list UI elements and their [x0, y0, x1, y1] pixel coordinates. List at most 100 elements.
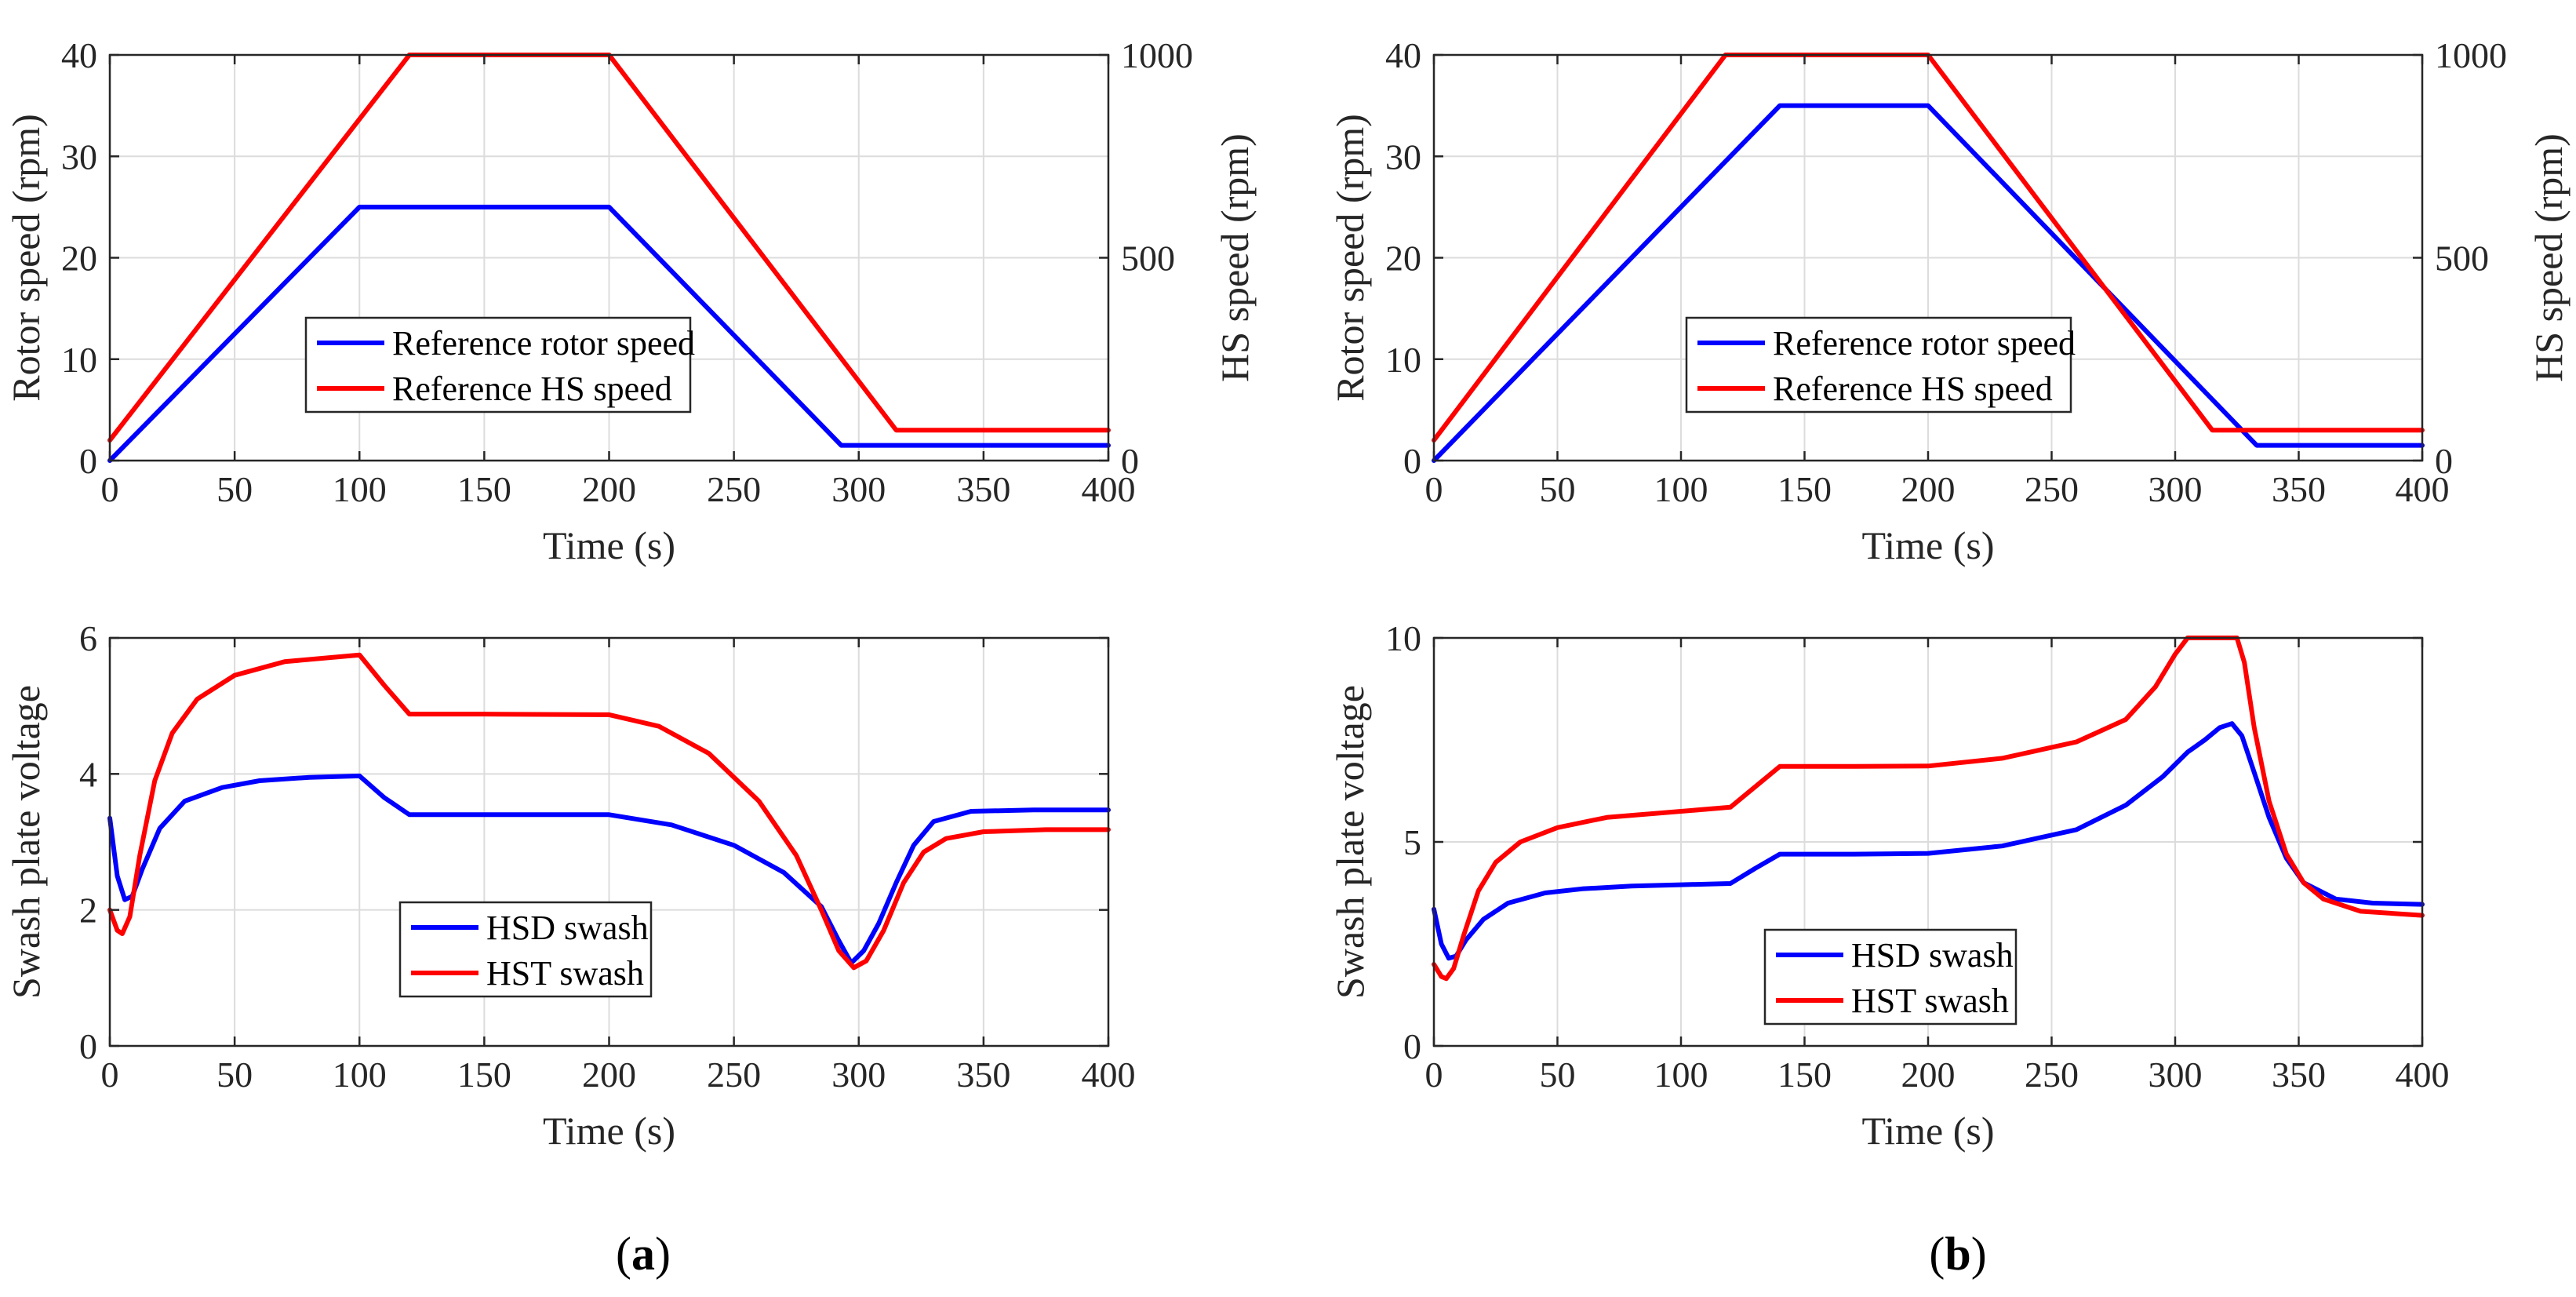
y-axis-label-right: HS speed (rpm) [2527, 133, 2571, 382]
x-tick-label: 300 [831, 469, 886, 509]
series-reference-rotor-speed [1432, 103, 2425, 463]
legend-box [1685, 316, 2072, 414]
legend-box [304, 316, 692, 414]
x-tick-label: 50 [216, 1055, 253, 1095]
legend-label: Reference rotor speed [1773, 324, 2076, 363]
panel-letter-a: a [631, 1228, 655, 1280]
y-tick-label: 4 [79, 754, 97, 794]
y-tick-label: 0 [79, 1026, 97, 1066]
legend-label: Reference HS speed [1773, 370, 2053, 408]
y-tick-label-right: 1000 [2435, 35, 2507, 75]
y-tick-label-right: 500 [1121, 239, 1175, 279]
x-tick-label: 400 [2396, 1055, 2450, 1095]
x-tick-label: 150 [457, 469, 511, 509]
chart-b-bottom: 0 50 100 150 200 250 300 350 400 0 5 10 Time (s) Sw… [1328, 618, 2450, 1153]
legend-label: Reference HS speed [392, 370, 672, 408]
x-tick-label: 400 [1082, 469, 1136, 509]
legend-label: HST swash [1851, 982, 2009, 1020]
x-tick-label: 100 [333, 1055, 387, 1095]
x-tick-label: 100 [333, 469, 387, 509]
y-tick-label: 10 [1385, 618, 1421, 658]
y-tick-label-right: 500 [2435, 239, 2489, 279]
chart-a-top: 0 50 100 150 200 250 300 350 4000102030400500100… [4, 35, 1257, 567]
x-axis-label: Time (s) [1861, 523, 1994, 567]
x-tick-label: 50 [1540, 469, 1576, 509]
x-axis-label: Time (s) [543, 1109, 675, 1153]
legend-label: HSD swash [486, 909, 649, 947]
series-hsd-swash [107, 773, 1111, 966]
series-reference-rotor-speed [107, 204, 1111, 463]
y-axis-label: Swash plate voltage [1328, 685, 1372, 999]
panel-label-a: (a) [616, 1228, 671, 1280]
x-axis-label: Time (s) [1861, 1109, 1994, 1153]
x-tick-label: 350 [2272, 1055, 2326, 1095]
y-axis-label-right: HS speed (rpm) [1213, 133, 1257, 382]
y-tick-label: 20 [61, 239, 97, 279]
x-tick-label: 350 [2272, 469, 2326, 509]
x-tick-label: 200 [1901, 1055, 1956, 1095]
legend-box [1763, 928, 2018, 1026]
y-tick-label: 5 [1403, 822, 1421, 862]
legend: HSD swash HST swash [398, 901, 653, 998]
legend: Reference rotor speed Reference HS speed [1685, 316, 2076, 414]
legend-label: Reference rotor speed [392, 324, 695, 363]
y-axis-label: Rotor speed (rpm) [1328, 114, 1372, 402]
y-tick-label-right: 0 [2435, 441, 2453, 481]
panel-label-b: (b) [1929, 1228, 1986, 1280]
x-tick-label: 200 [582, 469, 636, 509]
x-tick-label: 250 [707, 469, 761, 509]
chart-a-bottom: 0 50 100 150 200 250 300 350 400 0 2 4 6 Time (s) Sw… [4, 618, 1136, 1153]
x-tick-label: 0 [1425, 469, 1443, 509]
legend-label: HSD swash [1851, 936, 2014, 975]
y-tick-label: 6 [79, 618, 97, 658]
x-tick-label: 50 [216, 469, 253, 509]
x-tick-label: 200 [1901, 469, 1956, 509]
x-tick-label: 400 [2396, 469, 2450, 509]
y-axis-label: Rotor speed (rpm) [4, 114, 48, 402]
y-tick-label: 30 [1385, 137, 1421, 177]
x-tick-label: 50 [1540, 1055, 1576, 1095]
y-tick-label: 40 [1385, 35, 1421, 75]
x-tick-label: 400 [1082, 1055, 1136, 1095]
legend-box [398, 901, 653, 998]
y-tick-label: 30 [61, 137, 97, 177]
legend: Reference rotor speed Reference HS speed [304, 316, 695, 414]
x-tick-label: 100 [1654, 1055, 1708, 1095]
x-tick-label: 300 [2148, 1055, 2203, 1095]
x-tick-label: 0 [1425, 1055, 1443, 1095]
panel-letter-b: b [1945, 1228, 1970, 1280]
chart-b-top: 0 50 100 150 200 250 300 350 4000102030400500100… [1328, 35, 2571, 567]
y-tick-label-right: 1000 [1121, 35, 1193, 75]
y-tick-label: 20 [1385, 239, 1421, 279]
series-hsd-swash [1432, 721, 2425, 961]
x-tick-label: 300 [2148, 469, 2203, 509]
y-tick-label: 10 [1385, 340, 1421, 380]
y-axis-label: Swash plate voltage [4, 685, 48, 999]
x-tick-label: 250 [2025, 1055, 2079, 1095]
series-hst-swash [1432, 636, 2425, 982]
y-tick-label: 0 [1403, 1026, 1421, 1066]
y-tick-label: 2 [79, 891, 97, 931]
y-tick-label-right: 0 [1121, 441, 1139, 481]
legend-label: HST swash [486, 954, 644, 993]
x-tick-label: 150 [457, 1055, 511, 1095]
series-hst-swash [107, 652, 1111, 971]
y-tick-label: 0 [1403, 441, 1421, 481]
x-tick-label: 250 [707, 1055, 761, 1095]
x-tick-label: 0 [101, 469, 119, 509]
x-tick-label: 150 [1777, 469, 1832, 509]
x-axis-label: Time (s) [543, 523, 675, 567]
x-tick-label: 0 [101, 1055, 119, 1095]
x-tick-label: 150 [1777, 1055, 1832, 1095]
x-tick-label: 250 [2025, 469, 2079, 509]
x-tick-label: 100 [1654, 469, 1708, 509]
y-tick-label: 40 [61, 35, 97, 75]
y-tick-label: 10 [61, 340, 97, 380]
legend: HSD swash HST swash [1763, 928, 2018, 1026]
x-tick-label: 200 [582, 1055, 636, 1095]
y-tick-label: 0 [79, 441, 97, 481]
x-tick-label: 300 [831, 1055, 886, 1095]
x-tick-label: 350 [956, 469, 1010, 509]
x-tick-label: 350 [956, 1055, 1010, 1095]
